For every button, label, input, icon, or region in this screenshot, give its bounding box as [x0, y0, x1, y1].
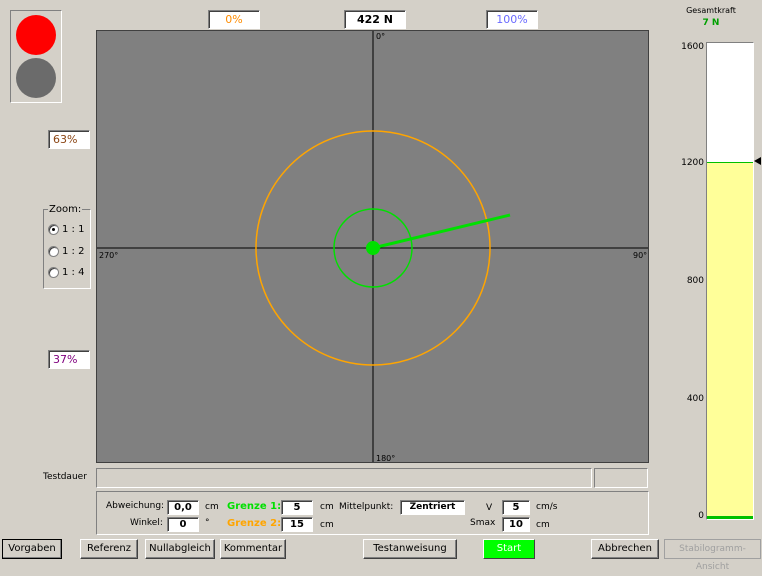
v-label: V: [486, 503, 493, 513]
v-unit: cm/s: [536, 502, 558, 512]
smax-unit: cm: [536, 520, 550, 530]
grenze1-unit: cm: [320, 502, 334, 512]
axis-label-bottom: 180°: [376, 454, 396, 463]
grenze1-field[interactable]: 5: [281, 500, 313, 515]
gauge-tick-0: 0: [698, 511, 704, 521]
gauge-bar: [706, 42, 754, 520]
gauge-panel: Gesamtkraft 7 N: [667, 6, 761, 533]
lower-percent-field: 37%: [48, 350, 90, 369]
abbrechen-button[interactable]: Abbrechen: [591, 539, 659, 559]
outer-limit-circle: [255, 130, 491, 366]
testdauer-extra: [594, 468, 648, 488]
zoom-option-1-4[interactable]: 1 : 4: [48, 267, 84, 278]
red-light-icon: [16, 15, 56, 55]
zoom-option-1-2[interactable]: 1 : 2: [48, 246, 84, 257]
left-percent-field: 0%: [208, 10, 260, 29]
gauge-tick-400: 400: [686, 394, 704, 404]
testdauer-label: Testdauer: [43, 472, 87, 482]
referenz-button[interactable]: Referenz: [80, 539, 138, 559]
grenze2-field[interactable]: 15: [281, 517, 313, 532]
gauge-tick-1600: 1600: [681, 42, 704, 52]
right-percent-field: 100%: [486, 10, 538, 29]
gauge-marker-icon: [754, 157, 761, 165]
smax-field[interactable]: 10: [502, 517, 530, 532]
zoom-option-label: 1 : 1: [62, 224, 85, 235]
mittelpunkt-label: Mittelpunkt:: [339, 502, 394, 512]
parameters-panel: [96, 491, 649, 535]
abweichung-label: Abweichung:: [106, 501, 165, 511]
vorgaben-button[interactable]: Vorgaben: [2, 539, 62, 559]
winkel-unit: °: [205, 518, 210, 528]
plot-svg: [97, 31, 648, 462]
zoom-option-label: 1 : 4: [62, 267, 85, 278]
gauge-title: Gesamtkraft: [686, 6, 736, 15]
gauge-base-line: [707, 516, 753, 519]
winkel-field: 0: [167, 517, 199, 532]
smax-label: Smax: [470, 518, 496, 528]
kommentar-button[interactable]: Kommentar: [220, 539, 286, 559]
winkel-label: Winkel:: [130, 518, 163, 528]
nullabgleich-button[interactable]: Nullabgleich: [145, 539, 215, 559]
gauge-tick-1200: 1200: [681, 158, 704, 168]
stabilogramm-button: Stabilogramm-Ansicht: [664, 539, 761, 572]
upper-percent-field: 63%: [48, 130, 90, 149]
traffic-light-panel: [10, 10, 62, 103]
grenze1-label: Grenze 1:: [227, 501, 282, 512]
stabilogram-plot: 0° 90° 180° 270°: [96, 30, 649, 463]
testanweisung-button[interactable]: Testanweisung: [363, 539, 457, 559]
radio-selected-icon[interactable]: [48, 224, 59, 235]
v-field[interactable]: 5: [502, 500, 530, 515]
center-point: [366, 241, 380, 255]
testdauer-progress: [96, 468, 592, 488]
radio-icon[interactable]: [48, 267, 59, 278]
abweichung-unit: cm: [205, 502, 219, 512]
start-button[interactable]: Start: [483, 539, 535, 559]
zoom-label: Zoom:: [48, 204, 83, 215]
grey-light-icon: [16, 58, 56, 98]
inner-limit-circle: [333, 208, 413, 288]
gauge-tick-800: 800: [686, 276, 704, 286]
grenze2-unit: cm: [320, 520, 334, 530]
mittelpunkt-field[interactable]: Zentriert: [400, 500, 465, 515]
gauge-value: 7 N: [702, 18, 720, 28]
axis-label-left: 270°: [99, 251, 119, 260]
force-vector-line: [372, 213, 511, 250]
axis-label-right: 90°: [633, 251, 648, 260]
zoom-option-1-1[interactable]: 1 : 1: [48, 224, 84, 235]
radio-icon[interactable]: [48, 246, 59, 257]
axis-label-top: 0°: [376, 32, 386, 41]
zoom-option-label: 1 : 2: [62, 246, 85, 257]
force-field: 422 N: [344, 10, 406, 29]
grenze2-label: Grenze 2:: [227, 518, 282, 529]
abweichung-field: 0,0: [167, 500, 199, 515]
gauge-fill: [707, 162, 753, 519]
